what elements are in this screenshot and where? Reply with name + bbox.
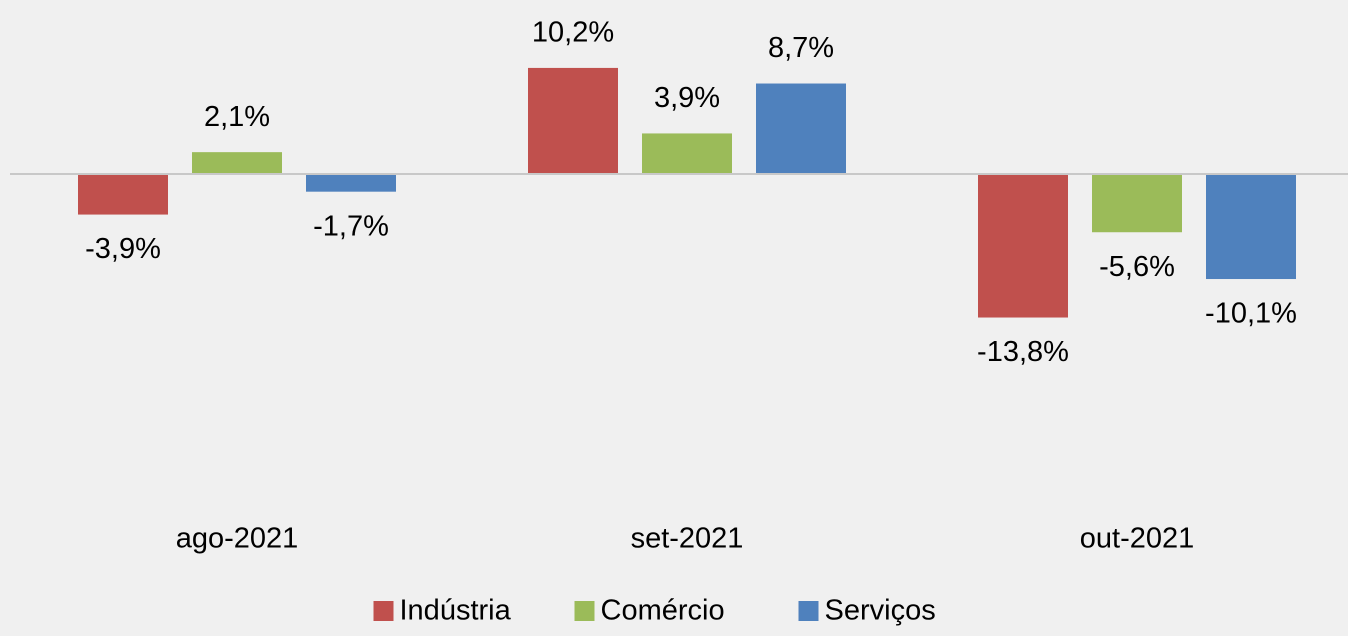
data-label: -3,9% bbox=[85, 233, 161, 265]
data-label: 3,9% bbox=[654, 82, 720, 114]
legend-label: Serviços bbox=[825, 595, 936, 627]
bar bbox=[192, 152, 282, 174]
data-label: -10,1% bbox=[1205, 298, 1297, 330]
bar bbox=[756, 83, 846, 174]
x-tick-label: ago-2021 bbox=[176, 523, 299, 555]
legend-label: Comércio bbox=[601, 595, 725, 627]
bar bbox=[528, 67, 618, 174]
data-label: -1,7% bbox=[313, 210, 389, 242]
bar bbox=[978, 174, 1068, 318]
bar bbox=[642, 133, 732, 174]
data-label: -13,8% bbox=[977, 336, 1069, 368]
legend-swatch bbox=[373, 601, 394, 621]
bar bbox=[1206, 174, 1296, 280]
data-label: -5,6% bbox=[1099, 251, 1175, 283]
data-label: 10,2% bbox=[532, 17, 614, 49]
bar bbox=[1092, 174, 1182, 233]
legend-label: Indústria bbox=[400, 595, 512, 627]
bar bbox=[306, 174, 396, 192]
data-label: 2,1% bbox=[204, 101, 270, 133]
x-tick-label: set-2021 bbox=[631, 523, 744, 555]
x-tick-label: out-2021 bbox=[1080, 523, 1195, 555]
legend-swatch bbox=[574, 601, 595, 621]
data-label: 8,7% bbox=[768, 32, 834, 64]
legend-swatch bbox=[798, 601, 819, 621]
bar bbox=[78, 174, 168, 215]
